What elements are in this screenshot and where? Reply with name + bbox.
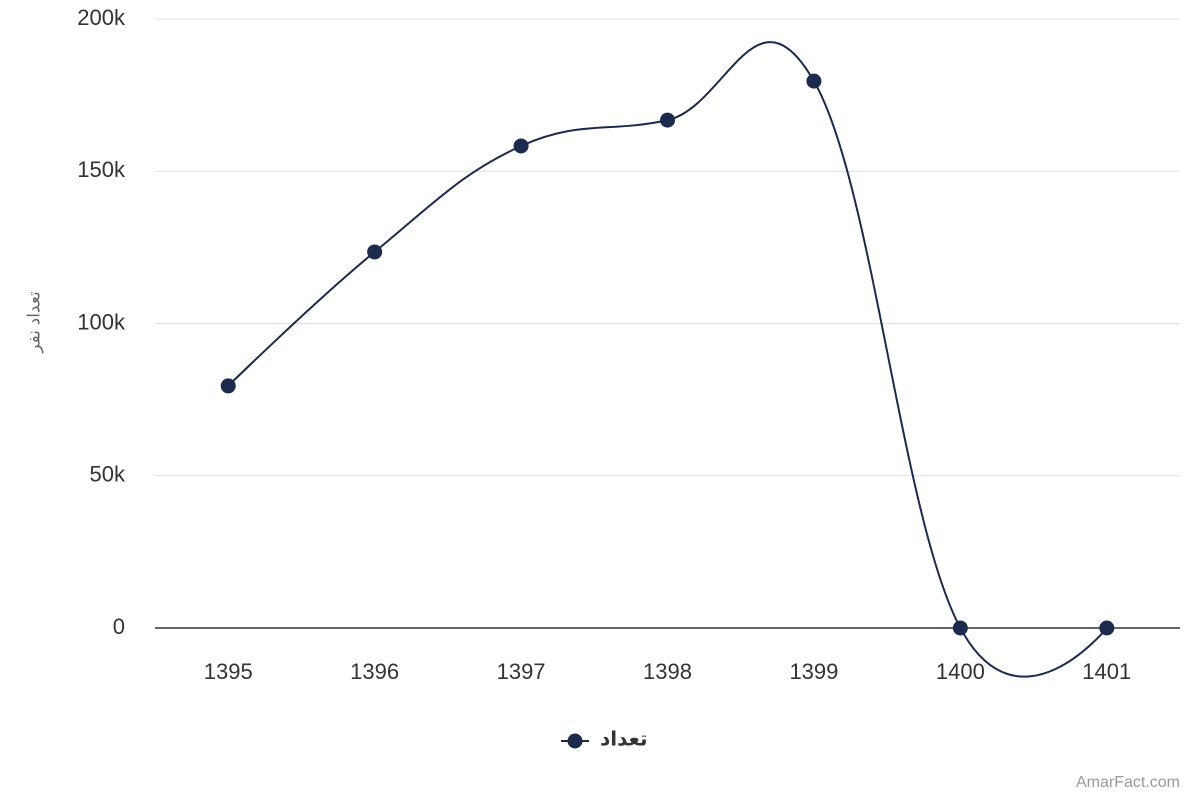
point [660, 112, 675, 128]
legend-marker [567, 733, 583, 749]
x-tick-label: 1395 [204, 659, 253, 684]
point [1099, 620, 1115, 636]
line [227, 41, 1108, 678]
point [952, 620, 968, 636]
x-tick-label: 1397 [497, 659, 546, 684]
y-axis-title: تعداد نفر [24, 291, 43, 354]
point [806, 73, 822, 89]
x-tick-label: 1399 [789, 659, 838, 684]
y-tick-label: 200k [77, 5, 126, 30]
y-tick-label: 150k [77, 157, 126, 182]
credit[interactable]: AmarFact.com [1076, 774, 1180, 791]
point [367, 244, 383, 260]
x-tick-label: 1396 [350, 659, 399, 684]
x-tick-label: 1398 [643, 659, 692, 684]
legend-label[interactable]: تعداد [600, 728, 647, 750]
y-tick-label: 100k [77, 309, 126, 334]
x-tick-label: 1401 [1082, 659, 1131, 684]
x-tick-label: 1400 [936, 659, 985, 684]
y-tick-label: 50k [90, 462, 126, 487]
point [513, 138, 529, 154]
y-tick-label: 0 [113, 614, 125, 639]
point [220, 378, 236, 394]
